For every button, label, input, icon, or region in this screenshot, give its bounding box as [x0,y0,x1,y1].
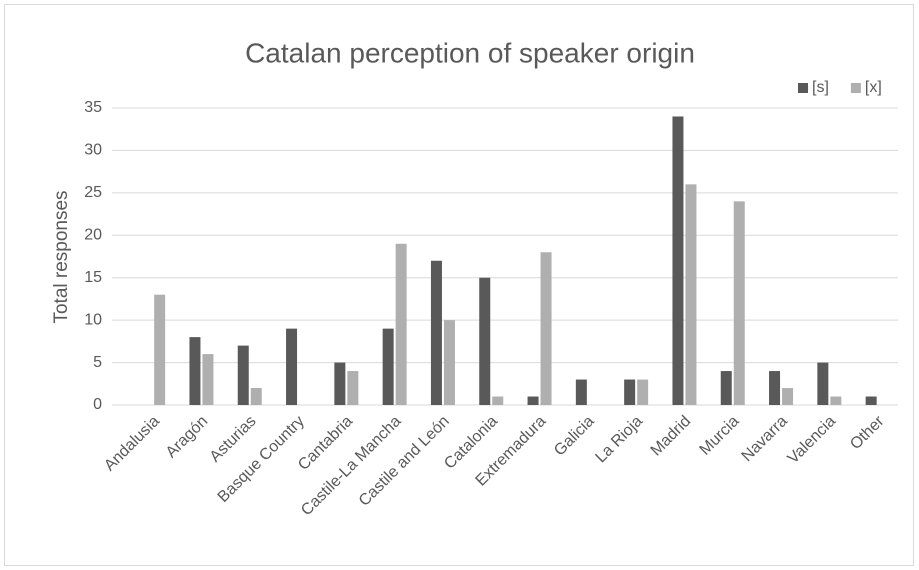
y-tick-label: 25 [84,184,102,201]
bar [685,184,697,405]
bar [189,337,201,405]
bar [782,388,794,405]
bar [154,294,166,405]
bar [202,354,214,405]
legend-swatch [798,83,808,93]
bar [237,345,249,405]
y-tick-label: 15 [84,269,102,286]
bar [443,320,455,405]
bar [769,371,781,405]
y-tick-label: 0 [93,396,102,413]
bar [347,371,359,405]
bar [733,201,745,405]
legend-label: [x] [865,79,882,96]
bar [286,328,298,405]
bar [672,116,684,405]
bar [492,396,504,405]
y-tick-label: 5 [93,354,102,371]
bar [430,260,442,405]
bar [395,243,407,405]
bar [250,388,262,405]
chart-border [4,4,914,566]
bar [830,396,842,405]
bar [540,252,552,405]
y-axis-label: Total responses [51,190,72,323]
y-tick-label: 20 [84,227,102,244]
chart-title: Catalan perception of speaker origin [245,37,695,68]
bar [624,379,636,405]
bar [382,328,394,405]
legend-swatch [850,83,861,93]
bar [575,379,587,405]
legend-label: [s] [812,79,829,96]
y-tick-label: 10 [84,311,102,328]
bar [479,277,491,405]
bar [637,379,649,405]
bar [817,362,829,405]
bar [334,362,346,405]
bar [527,396,539,405]
y-tick-label: 30 [84,142,102,159]
bar [865,396,877,405]
y-tick-label: 35 [84,99,102,116]
bar [720,371,732,405]
